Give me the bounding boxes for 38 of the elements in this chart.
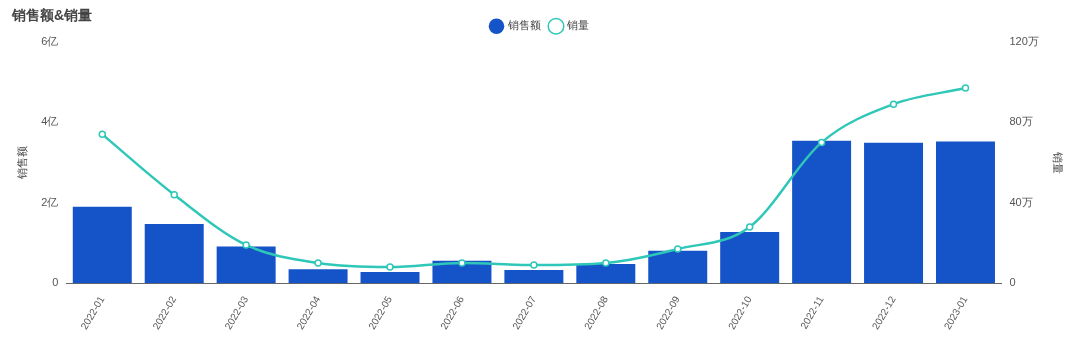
chart-title: 销售额&销量 <box>11 7 93 24</box>
bar <box>360 271 420 284</box>
y2-tick-label: 40万 <box>1009 195 1033 208</box>
y2-tick-label: 120万 <box>1009 34 1039 47</box>
point <box>386 263 394 271</box>
bar <box>144 224 204 284</box>
y-tick-label: 0 <box>52 276 59 289</box>
bar <box>504 269 564 284</box>
y-axis-title: 销售额 <box>15 146 28 181</box>
bar <box>288 269 348 284</box>
point <box>817 138 826 147</box>
bar <box>864 142 924 284</box>
legend-label: 销售额 <box>506 19 541 32</box>
point <box>961 84 970 92</box>
bar <box>72 206 132 284</box>
bar <box>576 263 636 284</box>
y2-axis-title: 销量 <box>1052 150 1065 174</box>
point <box>674 245 682 253</box>
point <box>98 130 107 139</box>
point <box>242 241 250 249</box>
bar <box>648 250 708 284</box>
y2-tick-label: 0 <box>1009 276 1016 289</box>
legend-label: 销量 <box>566 19 589 32</box>
y-tick-label: 2亿 <box>41 195 59 208</box>
y-tick-label: 6亿 <box>41 34 59 47</box>
y-tick-label: 4亿 <box>41 115 59 128</box>
bar <box>720 232 780 284</box>
bar <box>935 141 995 284</box>
point <box>530 261 538 269</box>
point <box>458 259 466 267</box>
y2-tick-label: 80万 <box>1009 115 1033 128</box>
bar <box>216 246 276 284</box>
point <box>170 190 178 199</box>
point <box>889 100 898 108</box>
bar <box>792 140 852 284</box>
point <box>602 259 610 267</box>
point <box>745 223 754 231</box>
point <box>314 259 322 267</box>
